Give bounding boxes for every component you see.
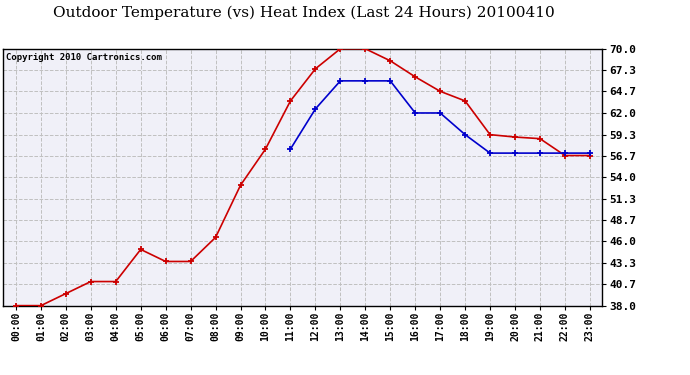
Text: Copyright 2010 Cartronics.com: Copyright 2010 Cartronics.com [6,53,161,62]
Text: Outdoor Temperature (vs) Heat Index (Last 24 Hours) 20100410: Outdoor Temperature (vs) Heat Index (Las… [52,6,555,20]
